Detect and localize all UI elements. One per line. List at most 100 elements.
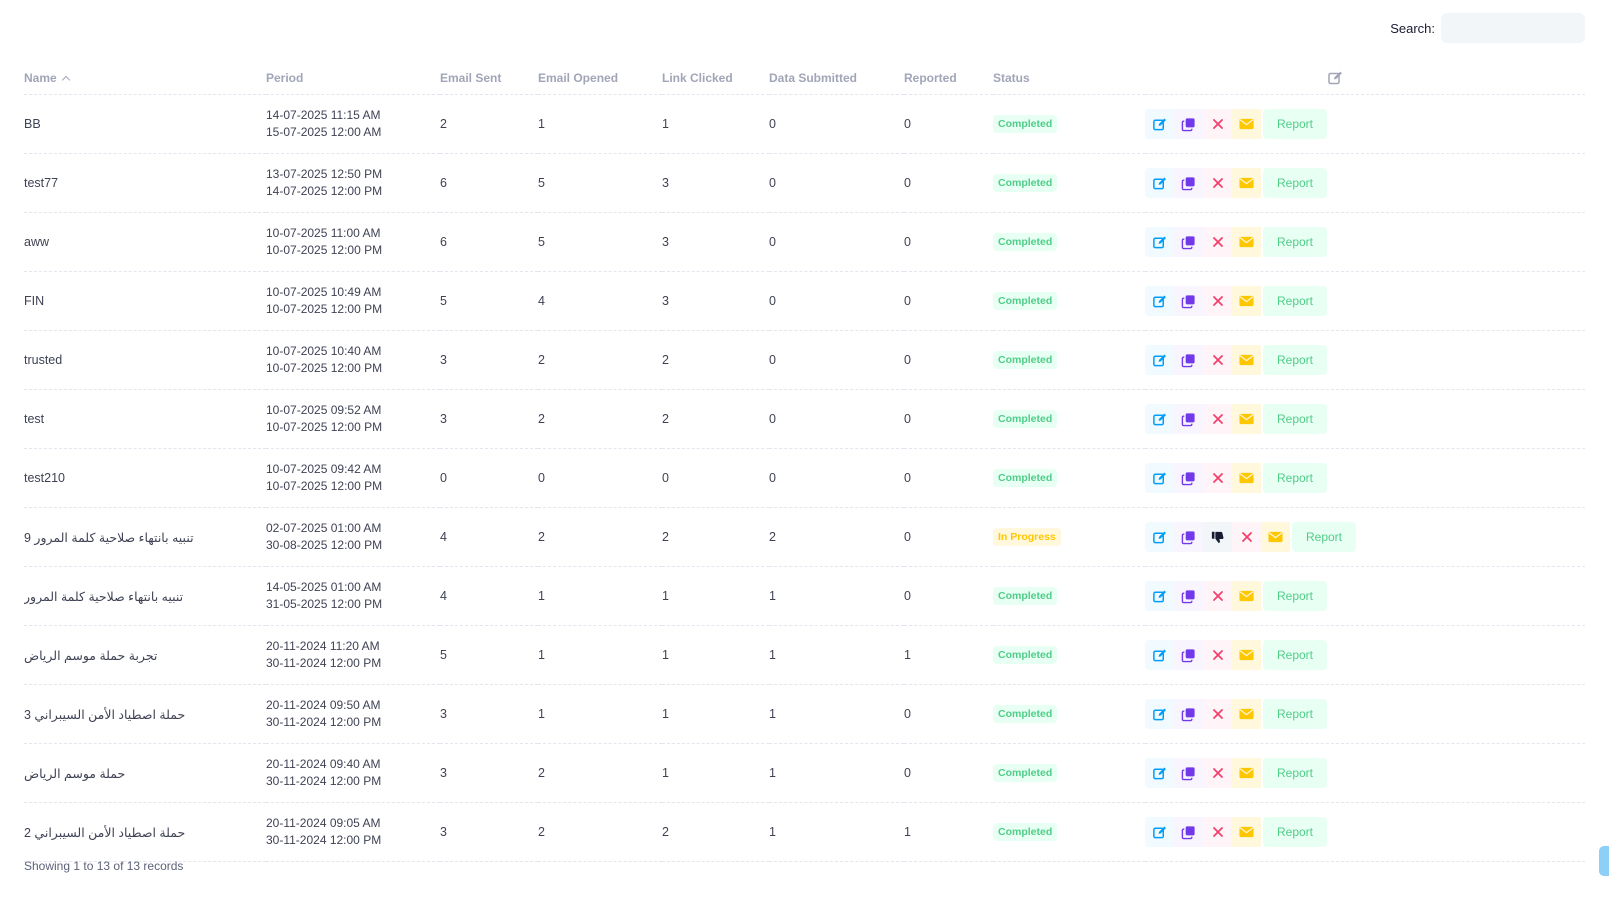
campaign-name[interactable]: aww: [24, 212, 266, 272]
edit-icon: [1152, 176, 1167, 191]
copy-button[interactable]: [1174, 522, 1203, 552]
send-email-button[interactable]: [1232, 168, 1261, 198]
campaign-name[interactable]: حملة اصطياد الأمن السيبراني 2: [24, 802, 266, 862]
copy-button[interactable]: [1174, 699, 1203, 729]
column-header-period[interactable]: Period: [266, 62, 440, 95]
send-email-button[interactable]: [1232, 404, 1261, 434]
copy-button[interactable]: [1174, 168, 1203, 198]
send-email-button[interactable]: [1232, 699, 1261, 729]
edit-button[interactable]: [1145, 581, 1174, 611]
send-email-button[interactable]: [1232, 345, 1261, 375]
campaign-name[interactable]: تنبيه بانتهاء صلاحية كلمة المرور 9: [24, 507, 266, 567]
delete-button[interactable]: [1203, 817, 1232, 847]
report-button[interactable]: Report: [1263, 345, 1327, 375]
report-button[interactable]: Report: [1263, 109, 1327, 139]
edit-button[interactable]: [1145, 286, 1174, 316]
send-email-button[interactable]: [1232, 581, 1261, 611]
copy-button[interactable]: [1174, 109, 1203, 139]
column-header-email-opened[interactable]: Email Opened: [538, 62, 662, 95]
copy-button[interactable]: [1174, 404, 1203, 434]
edit-button[interactable]: [1145, 817, 1174, 847]
copy-button[interactable]: [1174, 463, 1203, 493]
report-button[interactable]: Report: [1263, 168, 1327, 198]
envelope-icon: [1239, 118, 1254, 130]
send-email-button[interactable]: [1232, 463, 1261, 493]
column-header-status[interactable]: Status: [993, 62, 1145, 95]
campaign-name[interactable]: test210: [24, 448, 266, 508]
delete-button[interactable]: [1203, 227, 1232, 257]
delete-button[interactable]: [1203, 404, 1232, 434]
report-button[interactable]: Report: [1263, 817, 1327, 847]
column-header-data-submitted[interactable]: Data Submitted: [769, 62, 904, 95]
campaign-name[interactable]: FIN: [24, 271, 266, 331]
copy-button[interactable]: [1174, 345, 1203, 375]
copy-button[interactable]: [1174, 581, 1203, 611]
report-button[interactable]: Report: [1263, 640, 1327, 670]
delete-button[interactable]: [1203, 581, 1232, 611]
status-cell: Completed: [993, 566, 1145, 626]
edit-icon[interactable]: [1327, 70, 1343, 86]
report-button[interactable]: Report: [1263, 463, 1327, 493]
report-button[interactable]: Report: [1263, 286, 1327, 316]
copy-button[interactable]: [1174, 286, 1203, 316]
edit-button[interactable]: [1145, 109, 1174, 139]
campaign-name[interactable]: تجربة حملة موسم الرياض: [24, 625, 266, 685]
send-email-button[interactable]: [1232, 817, 1261, 847]
delete-button[interactable]: [1203, 463, 1232, 493]
campaign-name[interactable]: حملة موسم الرياض: [24, 743, 266, 803]
search-input[interactable]: [1441, 13, 1585, 43]
delete-button[interactable]: [1203, 699, 1232, 729]
campaign-name[interactable]: test: [24, 389, 266, 449]
send-email-button[interactable]: [1261, 522, 1290, 552]
report-button[interactable]: Report: [1263, 227, 1327, 257]
column-header-email-sent[interactable]: Email Sent: [440, 62, 538, 95]
status-cell: Completed: [993, 389, 1145, 449]
column-header-reported[interactable]: Reported: [904, 62, 993, 95]
status-badge: Completed: [993, 292, 1058, 310]
delete-button[interactable]: [1203, 345, 1232, 375]
report-button[interactable]: Report: [1263, 404, 1327, 434]
campaign-name[interactable]: BB: [24, 94, 266, 154]
scroll-to-top-handle[interactable]: [1599, 846, 1609, 876]
edit-button[interactable]: [1145, 758, 1174, 788]
edit-button[interactable]: [1145, 463, 1174, 493]
copy-button[interactable]: [1174, 817, 1203, 847]
campaign-name[interactable]: test77: [24, 153, 266, 213]
campaign-name[interactable]: تنبيه بانتهاء صلاحية كلمة المرور: [24, 566, 266, 626]
copy-button[interactable]: [1174, 227, 1203, 257]
link-clicked-count: 1: [662, 684, 769, 744]
dislike-button[interactable]: [1203, 522, 1232, 552]
report-button[interactable]: Report: [1263, 758, 1327, 788]
send-email-button[interactable]: [1232, 227, 1261, 257]
edit-button[interactable]: [1145, 640, 1174, 670]
send-email-button[interactable]: [1232, 109, 1261, 139]
edit-button[interactable]: [1145, 522, 1174, 552]
edit-button[interactable]: [1145, 699, 1174, 729]
email-opened-count: 2: [538, 330, 662, 390]
edit-button[interactable]: [1145, 227, 1174, 257]
delete-button[interactable]: [1203, 640, 1232, 670]
delete-button[interactable]: [1203, 758, 1232, 788]
delete-button[interactable]: [1232, 522, 1261, 552]
delete-button[interactable]: [1203, 168, 1232, 198]
close-icon: [1212, 826, 1224, 838]
edit-button[interactable]: [1145, 345, 1174, 375]
report-button[interactable]: Report: [1263, 699, 1327, 729]
report-button[interactable]: Report: [1263, 581, 1327, 611]
column-header-name[interactable]: Name: [24, 62, 266, 95]
delete-button[interactable]: [1203, 286, 1232, 316]
send-email-button[interactable]: [1232, 640, 1261, 670]
column-header-link-clicked[interactable]: Link Clicked: [662, 62, 769, 95]
send-email-button[interactable]: [1232, 758, 1261, 788]
close-icon: [1212, 236, 1224, 248]
report-button[interactable]: Report: [1292, 522, 1356, 552]
campaign-name[interactable]: trusted: [24, 330, 266, 390]
edit-button[interactable]: [1145, 168, 1174, 198]
campaign-name[interactable]: حملة اصطياد الأمن السيبراني 3: [24, 684, 266, 744]
copy-button[interactable]: [1174, 640, 1203, 670]
edit-icon: [1152, 530, 1167, 545]
delete-button[interactable]: [1203, 109, 1232, 139]
send-email-button[interactable]: [1232, 286, 1261, 316]
edit-button[interactable]: [1145, 404, 1174, 434]
copy-button[interactable]: [1174, 758, 1203, 788]
